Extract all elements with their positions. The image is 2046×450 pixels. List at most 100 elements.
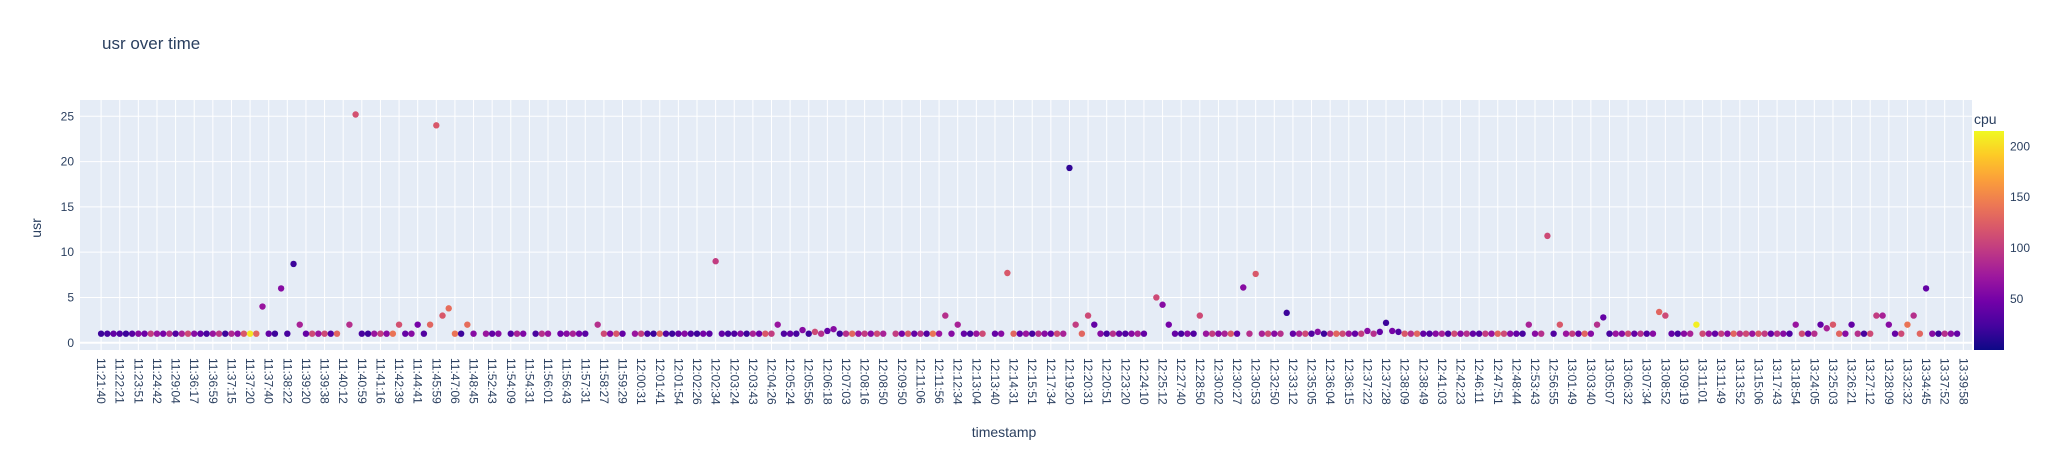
data-point xyxy=(104,330,111,337)
data-point xyxy=(1426,330,1433,337)
data-point xyxy=(122,330,130,337)
data-point xyxy=(1873,312,1880,319)
data-point xyxy=(1718,330,1725,337)
data-point xyxy=(433,122,440,129)
data-point xyxy=(364,330,372,337)
x-tick-label: 13:13:52 xyxy=(1733,358,1747,405)
data-point xyxy=(1382,319,1390,327)
data-point xyxy=(1072,321,1079,328)
x-tick-label: 12:47:51 xyxy=(1491,358,1505,405)
data-point xyxy=(1544,232,1551,240)
data-point xyxy=(1891,330,1899,337)
data-point xyxy=(873,330,881,337)
data-point xyxy=(1401,330,1408,337)
data-point xyxy=(1798,330,1806,337)
x-tick-label: 11:52:43 xyxy=(485,358,499,404)
x-tick-label: 12:05:56 xyxy=(802,358,816,405)
x-tick-label: 12:08:16 xyxy=(858,358,872,405)
colorbar-title: cpu xyxy=(1974,111,1997,127)
x-tick-label: 12:08:50 xyxy=(876,358,890,405)
x-tick-label: 12:30:53 xyxy=(1249,358,1263,405)
x-tick-label: 12:23:20 xyxy=(1118,358,1132,405)
data-point xyxy=(1705,330,1713,337)
x-tick-label: 11:24:42 xyxy=(150,358,164,404)
x-tick-label: 12:19:20 xyxy=(1062,358,1076,405)
x-tick-label: 11:37:15 xyxy=(224,358,238,404)
x-tick-label: 13:01:49 xyxy=(1565,358,1579,405)
data-point xyxy=(1612,330,1619,337)
x-tick-label: 12:25:12 xyxy=(1156,358,1170,405)
y-tick-labels: 0 5 10 15 20 25 xyxy=(61,109,75,349)
data-point xyxy=(203,330,210,337)
data-point xyxy=(420,330,428,337)
data-point xyxy=(1022,330,1030,337)
data-point xyxy=(637,330,645,337)
data-point xyxy=(613,330,620,337)
x-tick-label: 11:41:16 xyxy=(373,358,387,404)
data-point xyxy=(1451,330,1458,337)
data-point xyxy=(662,330,670,337)
data-point xyxy=(1848,321,1855,328)
data-point xyxy=(1196,312,1204,319)
data-point xyxy=(520,330,527,337)
data-point xyxy=(315,330,322,337)
data-point xyxy=(1370,330,1377,337)
data-point xyxy=(1457,330,1464,337)
y-tick-label: 20 xyxy=(61,155,75,169)
data-point xyxy=(786,330,794,337)
data-point xyxy=(1202,330,1210,337)
data-point xyxy=(302,330,310,337)
data-point xyxy=(973,330,980,337)
x-tick-label: 13:27:12 xyxy=(1863,358,1877,405)
data-point xyxy=(1159,301,1166,308)
data-point xyxy=(1823,325,1830,332)
data-point xyxy=(1277,330,1284,337)
x-tick-label: 11:39:38 xyxy=(318,358,332,404)
data-point xyxy=(265,330,272,337)
data-point xyxy=(178,330,186,337)
x-tick-label: 12:04:26 xyxy=(764,358,778,405)
x-tick-label: 12:53:43 xyxy=(1528,358,1542,405)
data-point xyxy=(1742,330,1750,337)
x-tick-label: 11:58:27 xyxy=(597,358,611,404)
data-point xyxy=(830,325,837,333)
data-point xyxy=(333,330,341,337)
x-tick-label: 12:20:31 xyxy=(1081,358,1095,405)
data-point xyxy=(1941,330,1948,337)
data-point xyxy=(352,111,359,118)
data-point xyxy=(774,321,781,328)
data-point xyxy=(675,330,682,337)
data-point xyxy=(811,328,819,336)
data-point xyxy=(600,330,608,337)
data-point xyxy=(966,330,974,337)
data-point xyxy=(1624,330,1632,337)
data-point xyxy=(1283,309,1290,317)
data-point xyxy=(1866,330,1874,337)
data-point xyxy=(935,330,943,337)
data-point xyxy=(718,330,726,337)
data-point xyxy=(135,330,142,337)
y-tick-label: 25 xyxy=(61,109,75,123)
data-point xyxy=(1854,330,1861,337)
data-point xyxy=(395,321,403,328)
data-point xyxy=(1177,330,1185,337)
data-point xyxy=(1581,330,1588,337)
data-point xyxy=(743,330,750,337)
data-point xyxy=(1860,330,1868,337)
data-point xyxy=(762,330,769,337)
x-tick-label: 12:11:06 xyxy=(913,358,927,404)
data-point xyxy=(1531,330,1539,337)
x-tick-label: 11:37:40 xyxy=(262,358,276,404)
data-point xyxy=(1631,330,1638,337)
data-point xyxy=(1432,330,1439,337)
data-point xyxy=(1053,330,1061,337)
data-point xyxy=(842,330,850,337)
y-axis-title: usr xyxy=(28,218,44,238)
data-point xyxy=(1525,321,1532,328)
x-tick-label: 12:56:55 xyxy=(1547,358,1561,405)
x-tick-label: 12:48:44 xyxy=(1509,358,1523,405)
data-point xyxy=(1264,330,1272,337)
data-point xyxy=(1947,330,1955,337)
data-point xyxy=(631,330,639,337)
